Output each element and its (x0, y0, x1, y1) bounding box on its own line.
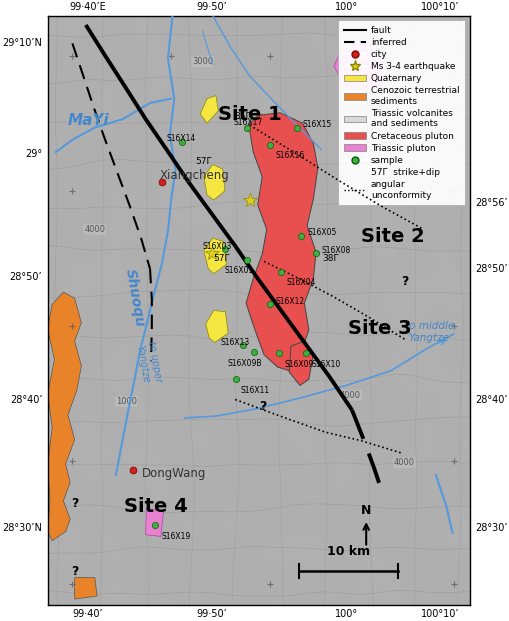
Text: S16X03: S16X03 (202, 242, 232, 250)
Text: 4000: 4000 (84, 225, 105, 234)
Text: Site 2: Site 2 (361, 227, 425, 247)
Text: S16X13: S16X13 (220, 338, 249, 347)
Text: 38Γ: 38Γ (322, 255, 338, 263)
Text: Shuoqu: Shuoqu (123, 268, 147, 329)
Text: N: N (360, 504, 371, 517)
Text: S16X08: S16X08 (321, 246, 351, 255)
Text: S16X14: S16X14 (166, 134, 195, 143)
Text: 99·50’: 99·50’ (196, 609, 227, 619)
Text: 28°30’: 28°30’ (474, 524, 506, 533)
Text: 99·50’: 99·50’ (196, 2, 227, 12)
Polygon shape (204, 238, 226, 274)
Text: S16X17: S16X17 (234, 118, 263, 127)
Polygon shape (289, 341, 313, 386)
Text: S16X09B: S16X09B (227, 359, 261, 368)
Text: S16X19: S16X19 (161, 532, 190, 541)
Text: 28°50’: 28°50’ (10, 272, 42, 282)
Text: Xiangcheng: Xiangcheng (160, 169, 229, 182)
Text: S16X12: S16X12 (275, 297, 304, 306)
Text: ?: ? (259, 401, 266, 414)
Text: 28°40’: 28°40’ (474, 394, 506, 404)
Text: S16X10: S16X10 (311, 360, 340, 369)
Polygon shape (48, 292, 81, 541)
Text: 28°50’: 28°50’ (474, 264, 506, 274)
Text: S16X09: S16X09 (284, 360, 314, 369)
Text: 29°10’N: 29°10’N (3, 39, 42, 48)
Text: 100°10’: 100°10’ (420, 609, 459, 619)
Text: ?: ? (400, 274, 407, 288)
Text: S16X04: S16X04 (287, 278, 316, 288)
Text: MaYi: MaYi (67, 112, 109, 128)
Legend: fault, inferred, city, Ms 3-4 earthquake, Quaternary, Cenozoic terrestrial
sedim: fault, inferred, city, Ms 3-4 earthquake… (338, 20, 464, 205)
Text: ?: ? (71, 497, 78, 510)
Text: S16X11: S16X11 (240, 386, 269, 395)
Text: DongWang: DongWang (142, 467, 206, 479)
Text: S16X01: S16X01 (224, 266, 253, 275)
Polygon shape (333, 42, 384, 91)
Text: 1000: 1000 (116, 397, 136, 406)
Text: 100°: 100° (334, 2, 357, 12)
Text: 85Γ: 85Γ (234, 112, 250, 121)
Polygon shape (205, 310, 228, 342)
Text: ?: ? (71, 565, 78, 578)
Text: 99·40’E: 99·40’E (70, 2, 106, 12)
Text: S16X05: S16X05 (306, 228, 336, 237)
Text: 10 km: 10 km (326, 545, 369, 558)
Text: 100°: 100° (334, 609, 357, 619)
Text: 3000: 3000 (191, 57, 213, 66)
Text: 57Γ: 57Γ (212, 255, 229, 263)
Text: 99·40’: 99·40’ (73, 609, 103, 619)
Polygon shape (245, 113, 317, 371)
Text: 28°40’: 28°40’ (10, 394, 42, 404)
Text: Site 4: Site 4 (123, 497, 187, 517)
Text: 28°56’: 28°56’ (474, 198, 506, 208)
Text: 28°30’N: 28°30’N (3, 524, 42, 533)
Polygon shape (204, 165, 224, 200)
Polygon shape (74, 578, 97, 599)
Text: S16X16: S16X16 (275, 152, 304, 160)
Text: S16X15: S16X15 (302, 120, 331, 129)
Text: to middle
Yangtze: to middle Yangtze (404, 321, 453, 343)
Text: 100°10’: 100°10’ (420, 2, 459, 12)
Polygon shape (200, 96, 218, 123)
Text: 4000: 4000 (340, 391, 360, 400)
Text: 29°: 29° (25, 149, 42, 159)
Text: 4000: 4000 (393, 458, 414, 467)
Text: 57Γ: 57Γ (194, 157, 211, 166)
Text: Site 3: Site 3 (347, 319, 411, 338)
Polygon shape (145, 508, 163, 537)
Text: to upper
Yangtze: to upper Yangtze (134, 340, 162, 385)
Text: Site 1: Site 1 (217, 104, 281, 124)
